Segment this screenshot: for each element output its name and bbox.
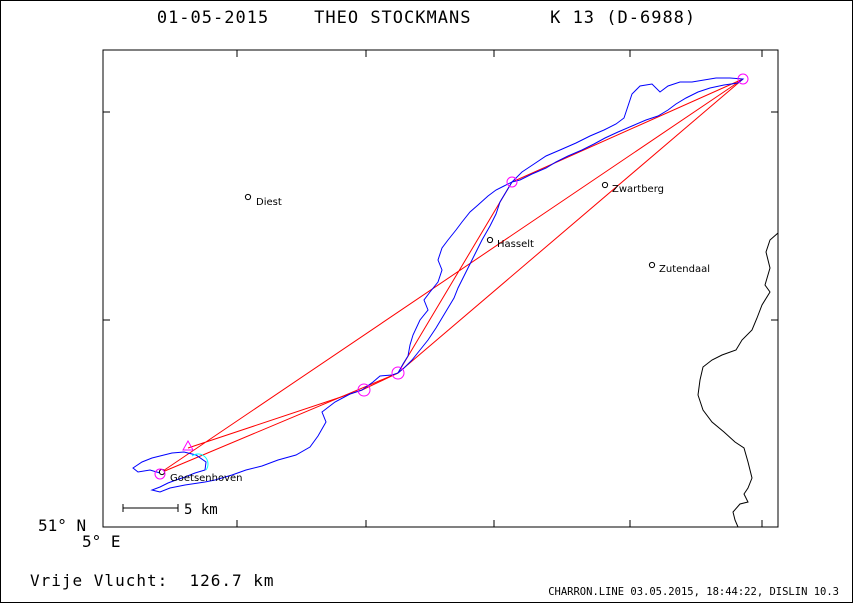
turnpoint-circle [357,383,371,397]
turnpoint-circle [391,366,405,380]
axis-ticks [103,50,778,527]
glider-id: K 13 (D-6988) [550,8,697,28]
pilot-name: THEO STOCKMANS [314,8,472,28]
task-lines [159,78,744,474]
corner-longitude: 5° E [82,532,121,551]
map-title: 01-05-2015 THEO STOCKMANS K 13 (D-6988) [0,8,853,28]
corner-latitude: 51° N [38,516,87,535]
flight-track [132,77,745,493]
flight-distance-value: 126.7 km [189,571,275,590]
start-circle [191,453,209,471]
place-marker-hasselt [486,236,494,244]
footer-info: CHARRON.LINE 03.05.2015, 18:44:22, DISLI… [548,586,839,598]
scale-bar: 5 km [122,502,218,518]
place-label-diest: Diest [256,197,282,208]
turnpoint-circle [506,176,518,188]
turnpoints [154,73,749,480]
place-marker-zwartberg [601,181,609,189]
flight-type-label: Vrije Vlucht: [30,571,169,590]
place-label-zwartberg: Zwartberg [612,184,664,195]
plot-area [102,49,779,528]
place-label-zutendaal: Zutendaal [659,264,710,275]
turnpoint-circle [737,73,749,85]
flight-date: 01-05-2015 [156,8,270,28]
place-marker-diest [244,193,252,201]
place-marker-zutendaal [648,261,656,269]
turnpoint-circle [154,468,166,480]
country-border [697,232,779,528]
finish-triangle-icon [182,439,194,451]
flight-distance: Vrije Vlucht: 126.7 km [30,571,275,590]
place-markers [158,181,656,476]
place-label-hasselt: Hasselt [497,239,534,250]
place-label-goetsenhoven: Goetsenhoven [170,473,243,484]
scale-bar-label: 5 km [184,502,218,518]
